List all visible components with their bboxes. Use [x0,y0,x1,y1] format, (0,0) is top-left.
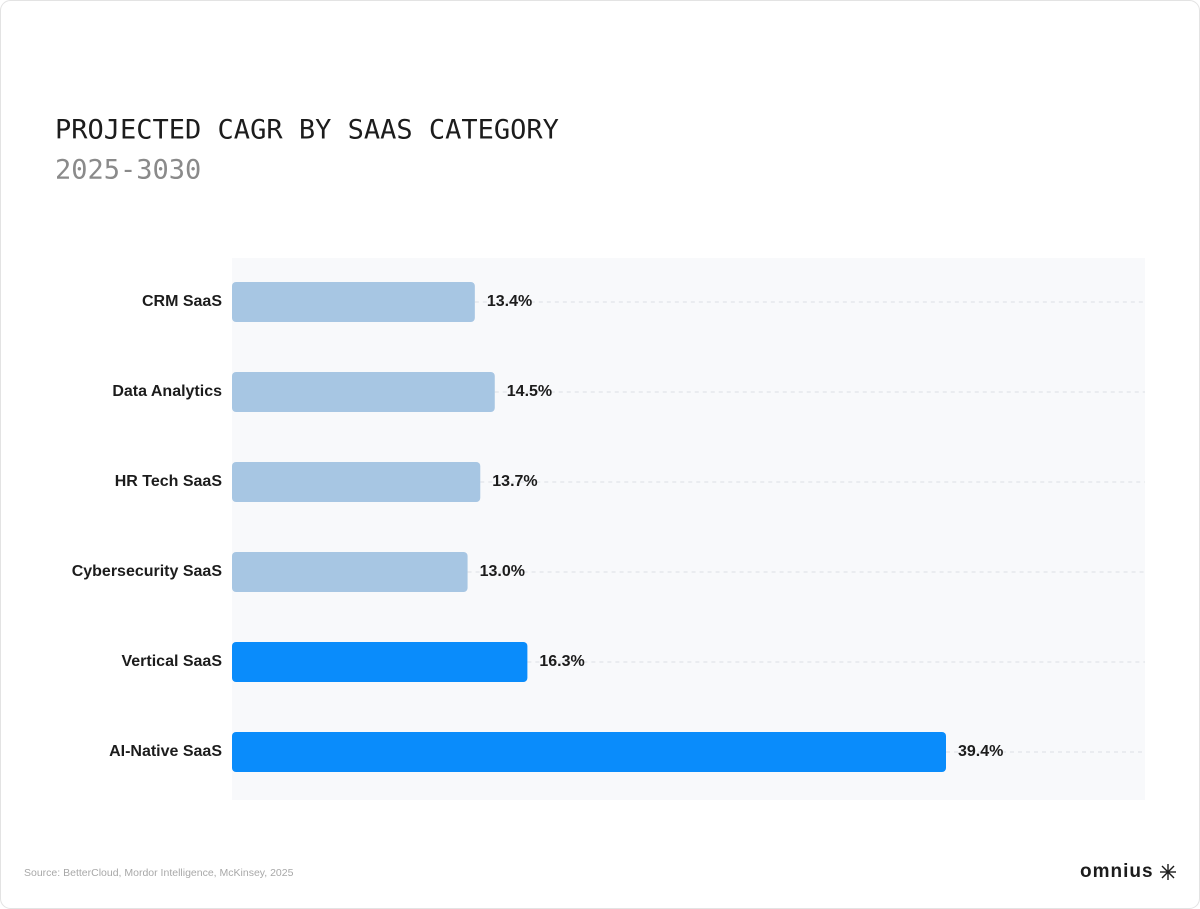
value-label: 13.0% [480,563,525,580]
value-label: 39.4% [958,743,1003,760]
y-tick-label: HR Tech SaaS [115,473,223,490]
bar [232,732,946,772]
plot-area [232,258,1145,800]
bar [232,282,475,322]
value-label: 16.3% [539,653,584,670]
chart-title: PROJECTED CAGR BY SAAS CATEGORY [55,115,559,146]
chart-subtitle: 2025-3030 [55,155,201,186]
bar [232,642,528,682]
source-note: Source: BetterCloud, Mordor Intelligence… [24,867,294,879]
brand-logo: omnius [1080,861,1154,882]
value-label: 14.5% [507,383,552,400]
y-tick-label: AI-Native SaaS [109,743,222,760]
y-tick-label: Vertical SaaS [121,653,222,670]
brand-icon [1160,864,1176,880]
bar [232,552,468,592]
value-label: 13.4% [487,293,532,310]
value-label: 13.7% [492,473,537,490]
y-tick-label: CRM SaaS [142,293,222,310]
bar [232,462,481,502]
y-tick-label: Cybersecurity SaaS [72,563,223,580]
y-tick-label: Data Analytics [112,383,222,400]
bar [232,372,495,412]
